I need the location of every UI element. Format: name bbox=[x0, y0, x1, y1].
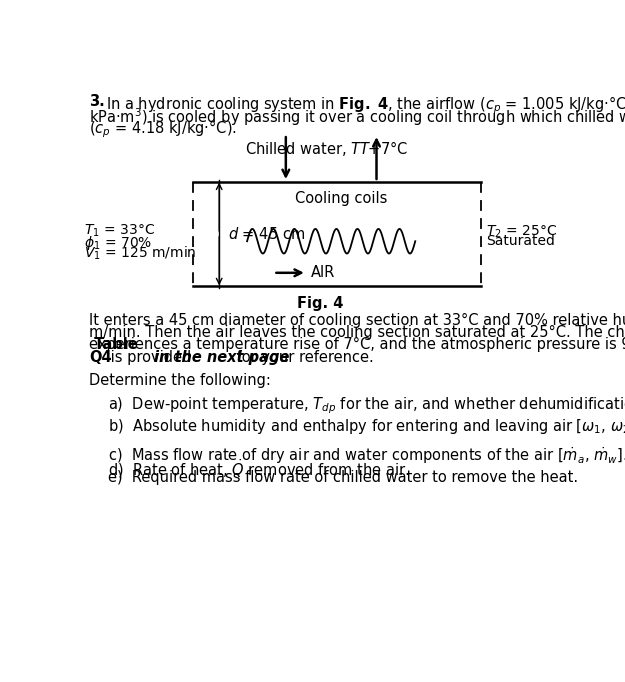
Text: is provided: is provided bbox=[106, 350, 196, 365]
Text: ($c_p$ = 4.18 kJ/kg·°C).: ($c_p$ = 4.18 kJ/kg·°C). bbox=[89, 119, 237, 140]
Text: experiences a temperature rise of 7°C, and the atmospheric pressure is 91 kPa.: experiences a temperature rise of 7°C, a… bbox=[89, 338, 625, 353]
Text: Fig. 4: Fig. 4 bbox=[297, 296, 343, 311]
Text: Saturated: Saturated bbox=[486, 235, 554, 248]
Text: for your reference.: for your reference. bbox=[232, 350, 373, 365]
Text: 3.: 3. bbox=[89, 94, 105, 109]
Text: Determine the following:: Determine the following: bbox=[89, 373, 271, 388]
Text: Chilled water, $T$: Chilled water, $T$ bbox=[245, 140, 362, 158]
Text: $T_2$ = 25°C: $T_2$ = 25°C bbox=[486, 224, 557, 240]
Text: b)  Absolute humidity and enthalpy for entering and leaving air [$\omega_1$, $\o: b) Absolute humidity and enthalpy for en… bbox=[107, 417, 625, 436]
Text: $V_1$ = 125 m/min: $V_1$ = 125 m/min bbox=[84, 244, 197, 262]
Text: In a hydronic cooling system in $\mathbf{Fig.\ 4}$, the airflow ($c_p$ = 1.005 k: In a hydronic cooling system in $\mathbf… bbox=[106, 94, 625, 116]
Text: m/min. Then the air leaves the cooling section saturated at 25°C. The chilled wa: m/min. Then the air leaves the cooling s… bbox=[89, 325, 625, 340]
Text: Table: Table bbox=[89, 338, 138, 353]
Text: It enters a 45 cm diameter of cooling section at 33°C and 70% relative humidity : It enters a 45 cm diameter of cooling se… bbox=[89, 313, 625, 328]
Text: Cooling coils: Cooling coils bbox=[295, 191, 388, 206]
Text: c)  Mass flow rate of dry air and water components of the air [$\dot{m}_a$, $\do: c) Mass flow rate of dry air and water c… bbox=[107, 445, 625, 466]
Text: a)  Dew-point temperature, $T_{dp}$ for the air, and whether dehumidification oc: a) Dew-point temperature, $T_{dp}$ for t… bbox=[107, 396, 625, 416]
Text: $T$+7°C: $T$+7°C bbox=[359, 140, 409, 157]
Text: $T_1$ = 33°C: $T_1$ = 33°C bbox=[84, 223, 156, 239]
Text: AIR: AIR bbox=[311, 265, 335, 280]
Text: Q4: Q4 bbox=[89, 350, 112, 365]
Text: $d$ = 45 cm: $d$ = 45 cm bbox=[229, 226, 306, 241]
Text: d)  Rate of heat, $\dot{Q}$ removed from the air.: d) Rate of heat, $\dot{Q}$ removed from … bbox=[107, 458, 409, 480]
Text: in the next page: in the next page bbox=[154, 350, 289, 365]
Text: $\phi_1$ = 70%: $\phi_1$ = 70% bbox=[84, 233, 152, 252]
Text: e)  Required mass flow rate of chilled water to remove the heat.: e) Required mass flow rate of chilled wa… bbox=[107, 470, 578, 485]
Text: kPa·m$^3$) is cooled by passing it over a cooling coil through which chilled wat: kPa·m$^3$) is cooled by passing it over … bbox=[89, 106, 625, 128]
